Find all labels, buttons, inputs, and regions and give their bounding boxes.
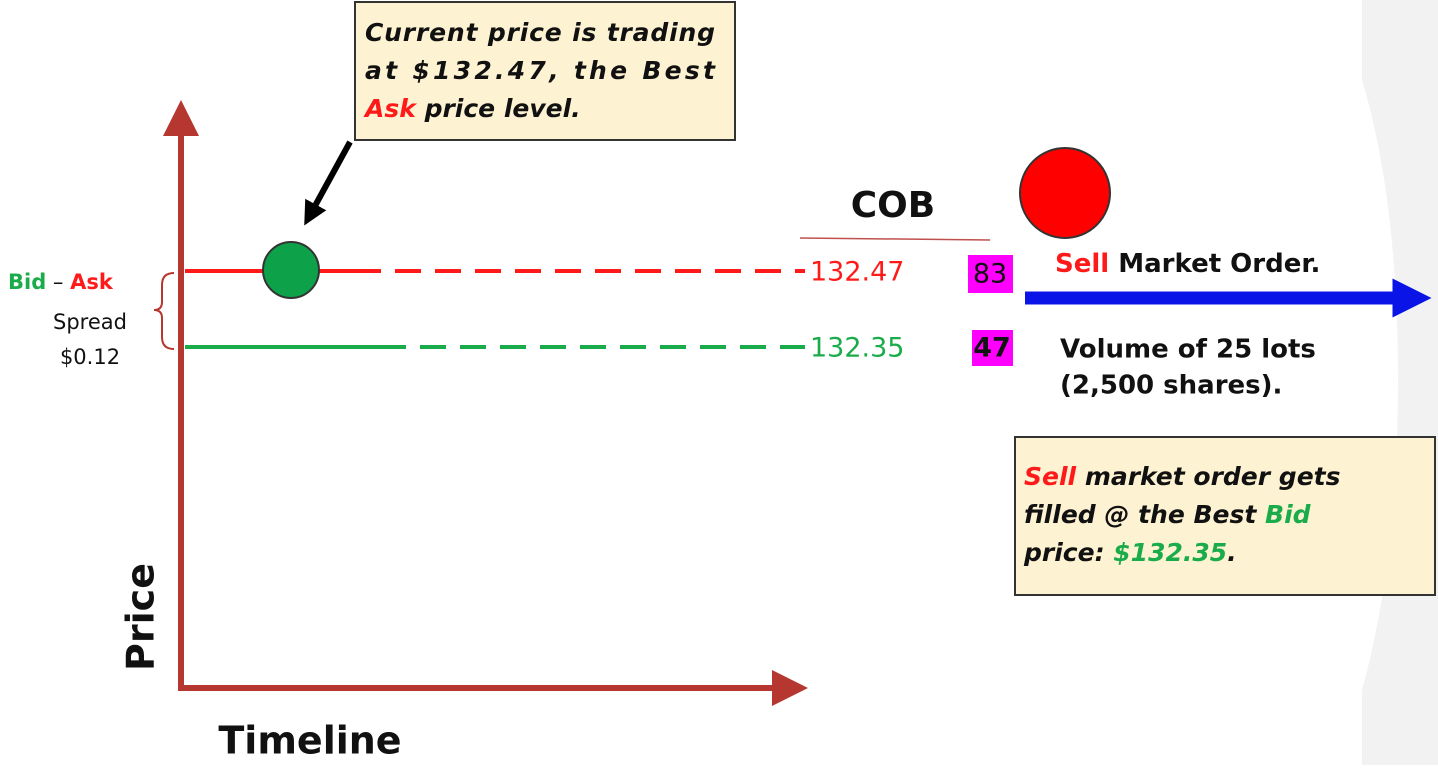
callout-box (1014, 436, 1436, 596)
volume-text: Volume of 25 lots (1060, 335, 1316, 365)
bid-word: Bid (1265, 500, 1312, 529)
ask-word: Ask (70, 270, 114, 294)
callout-text: . (1227, 538, 1237, 567)
ask-size: 83 (973, 259, 1007, 290)
callout-text: price level. (416, 94, 581, 123)
volume-text: (2,500 shares). (1060, 371, 1282, 401)
bid-size: 47 (973, 333, 1011, 364)
order-text: Market Order. (1109, 249, 1320, 279)
background-shape (1362, 0, 1438, 765)
ask-word: Ask (363, 94, 417, 123)
ask-size-box (968, 255, 1013, 293)
cob-title: COB (851, 185, 935, 226)
callout-text: Ask price level. (363, 94, 581, 123)
callout-text: price: (1023, 538, 1113, 567)
callout-text: Current price is trading (365, 18, 715, 47)
spread-value: $0.12 (60, 345, 120, 369)
cob-underline (799, 237, 991, 241)
callout-text: filled @ the Best (1024, 500, 1265, 529)
callout-text: Sell market order gets (1024, 462, 1340, 491)
x-axis-label: Timeline (218, 719, 401, 763)
y-axis-label: Price (119, 563, 163, 671)
callout-text: market order gets (1076, 462, 1340, 491)
spread-brace (153, 272, 175, 350)
sell-word: Sell (1055, 249, 1109, 279)
callout-arrow (304, 140, 353, 226)
ask-price: 132.47 (810, 257, 904, 288)
sell-order-dot (1019, 147, 1111, 239)
callout-text: filled @ the Best Bid (1024, 500, 1312, 529)
bid-size-box (972, 330, 1013, 366)
order-label: Sell Market Order. (1055, 249, 1320, 279)
spread-label: Bid – Ask (8, 270, 114, 294)
fill-price: $132.35 (1113, 538, 1227, 567)
sell-word: Sell (1024, 462, 1077, 491)
callout-box (354, 1, 736, 141)
bid-word: Bid (8, 270, 46, 294)
callout-text: price: $132.35. (1023, 538, 1237, 567)
spread-label: Spread (53, 310, 127, 334)
bid-price: 132.35 (810, 333, 904, 364)
dash: – (46, 270, 70, 294)
current-price-dot (262, 241, 320, 299)
callout-text: at $132.47, the Best (365, 56, 716, 85)
